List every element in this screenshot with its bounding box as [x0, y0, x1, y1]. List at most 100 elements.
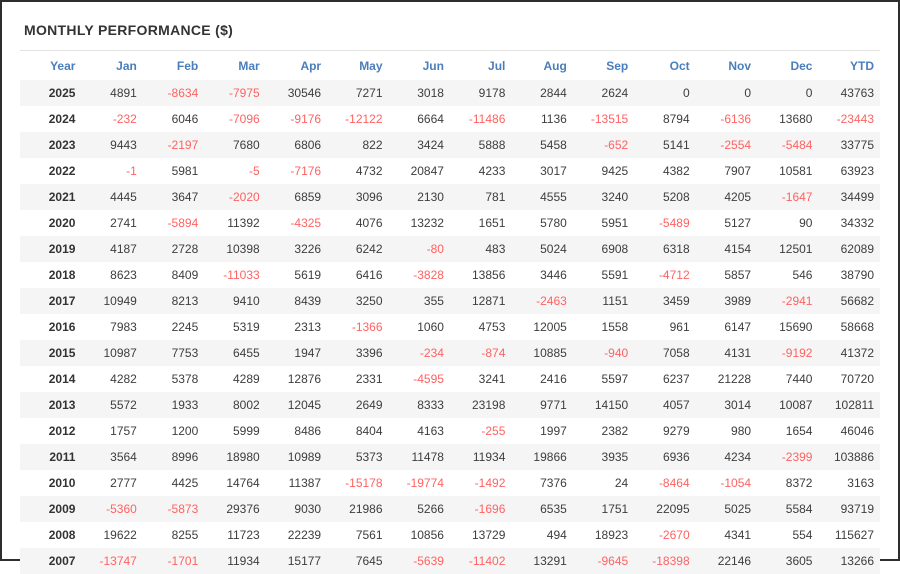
column-header-nov: Nov [728, 59, 752, 73]
table-row-2013: 2013 5572 1933 8002 12045 2649 8333 23198 9771 14… [20, 392, 880, 418]
value-cell: 1751 [601, 502, 629, 516]
value-cell: 7561 [355, 528, 383, 542]
ytd-cell: 70720 [840, 372, 874, 386]
value-cell: 1136 [540, 112, 567, 126]
value-cell: 10087 [779, 398, 813, 412]
value-cell: 3018 [417, 86, 444, 100]
value-cell: -1647 [781, 190, 813, 204]
value-cell: 4555 [540, 190, 567, 204]
value-cell: -19774 [406, 476, 444, 490]
value-cell: -2670 [658, 528, 690, 542]
year-cell: 2021 [48, 190, 76, 204]
column-header-may: May [359, 59, 383, 73]
value-cell: 5025 [724, 502, 752, 516]
value-cell: 6046 [171, 112, 199, 126]
ytd-cell: 103886 [833, 450, 874, 464]
value-cell: 9030 [294, 502, 322, 516]
value-cell: 22146 [717, 554, 752, 568]
value-cell: -5484 [781, 138, 813, 152]
value-cell: 2245 [171, 320, 199, 334]
table-row-2020: 2020 2741 -5894 11392 -4325 4076 13232 1651 5780… [20, 210, 880, 236]
value-cell: 4382 [662, 164, 690, 178]
value-cell: 2649 [355, 398, 383, 412]
value-cell: 1200 [171, 424, 199, 438]
value-cell: -15178 [345, 476, 383, 490]
value-cell: 29376 [226, 502, 260, 516]
value-cell: 3605 [785, 554, 813, 568]
value-cell: 3446 [540, 268, 567, 282]
value-cell: -1696 [474, 502, 506, 516]
year-cell: 2010 [48, 476, 76, 490]
year-cell: 2025 [48, 86, 76, 100]
value-cell: -5489 [658, 216, 690, 230]
value-cell: 7753 [171, 346, 199, 360]
year-cell: 2020 [48, 216, 76, 230]
value-cell: 11387 [288, 476, 322, 490]
value-cell: 4234 [724, 450, 752, 464]
ytd-cell: 38790 [840, 268, 874, 282]
value-cell: 12501 [779, 242, 813, 256]
value-cell: 3935 [601, 450, 629, 464]
ytd-cell: 34332 [840, 216, 874, 230]
year-cell: 2024 [48, 112, 76, 126]
value-cell: 10885 [533, 346, 567, 360]
value-cell: 8486 [294, 424, 322, 438]
ytd-cell: -23443 [836, 112, 874, 126]
value-cell: -940 [604, 346, 629, 360]
value-cell: 4154 [724, 242, 752, 256]
value-cell: 1654 [785, 424, 813, 438]
value-cell: 13680 [779, 112, 813, 126]
value-cell: 15177 [287, 554, 322, 568]
value-cell: 7680 [232, 138, 260, 152]
value-cell: 8409 [171, 268, 199, 282]
value-cell: 0 [682, 86, 690, 100]
value-cell: -4595 [413, 372, 444, 386]
value-cell: -9176 [290, 112, 322, 126]
value-cell: 9410 [232, 294, 260, 308]
table-row-2012: 2012 1757 1200 5999 8486 8404 4163 -255 1997 2382… [20, 418, 880, 444]
value-cell: 494 [546, 528, 567, 542]
value-cell: 8213 [171, 294, 199, 308]
value-cell: 5857 [724, 268, 752, 282]
value-cell: 1933 [171, 398, 199, 412]
value-cell: 6147 [724, 320, 752, 334]
value-cell: 19866 [533, 450, 567, 464]
value-cell: 14764 [226, 476, 260, 490]
value-cell: 546 [792, 268, 813, 282]
value-cell: 6806 [294, 138, 322, 152]
value-cell: 5024 [540, 242, 567, 256]
value-cell: -2399 [781, 450, 813, 464]
value-cell: 5888 [478, 138, 506, 152]
value-cell: -13515 [590, 112, 629, 126]
value-cell: 1151 [602, 294, 629, 308]
value-cell: 3424 [417, 138, 444, 152]
value-cell: -7975 [228, 86, 260, 100]
value-cell: -255 [481, 424, 506, 438]
value-cell: 1651 [478, 216, 506, 230]
value-cell: 6242 [355, 242, 383, 256]
value-cell: 22239 [287, 528, 322, 542]
year-cell: 2019 [48, 242, 76, 256]
value-cell: 7376 [540, 476, 567, 490]
value-cell: 2844 [540, 86, 567, 100]
value-cell: 7907 [724, 164, 752, 178]
value-cell: 20847 [410, 164, 444, 178]
value-cell: 8439 [294, 294, 322, 308]
value-cell: 6908 [601, 242, 629, 256]
ytd-cell: 33775 [840, 138, 874, 152]
value-cell: 5591 [601, 268, 629, 282]
value-cell: 7440 [785, 372, 813, 386]
value-cell: 9425 [601, 164, 629, 178]
value-cell: 5266 [417, 502, 444, 516]
value-cell: -234 [419, 346, 444, 360]
ytd-cell: 56682 [840, 294, 874, 308]
value-cell: 1757 [110, 424, 137, 438]
value-cell: -1366 [351, 320, 383, 334]
year-cell: 2011 [49, 450, 76, 464]
column-header-mar: Mar [238, 59, 260, 73]
value-cell: -4712 [658, 268, 690, 282]
column-header-jul: Jul [488, 59, 506, 73]
value-cell: 90 [799, 216, 813, 230]
table-row-2008: 2008 19622 8255 11723 22239 7561 10856 13729 494… [20, 522, 880, 548]
value-cell: -1 [126, 164, 137, 178]
